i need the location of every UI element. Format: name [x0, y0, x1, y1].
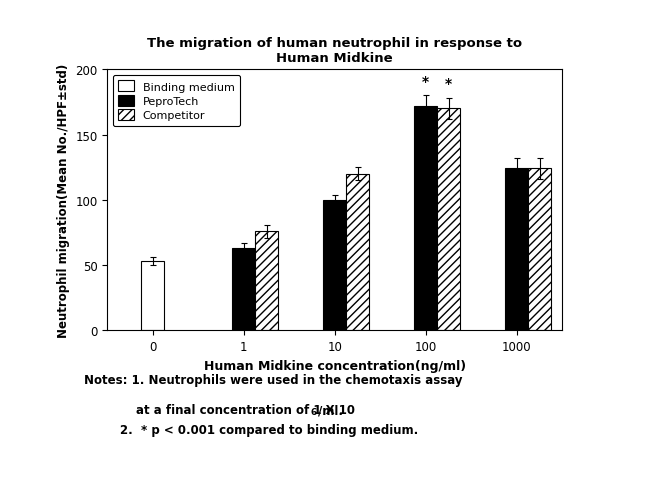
Text: *: * [422, 75, 429, 88]
Bar [528, 169, 551, 331]
X-axis label: Human Midkine concentration(ng/ml): Human Midkine concentration(ng/ml) [203, 359, 466, 372]
Bar [324, 200, 346, 331]
Title: The migration of human neutrophil in response to
Human Midkine: The migration of human neutrophil in res… [147, 37, 523, 65]
Y-axis label: Neutrophil migration(Mean No./HPF±std): Neutrophil migration(Mean No./HPF±std) [57, 64, 70, 337]
Bar [346, 174, 369, 331]
Bar [415, 107, 437, 331]
Bar [437, 109, 460, 331]
Text: *: * [445, 77, 452, 91]
Bar [233, 248, 255, 331]
Text: 6: 6 [311, 407, 317, 416]
Bar [255, 231, 278, 331]
Bar [506, 169, 528, 331]
Text: 2.  * p < 0.001 compared to binding medium.: 2. * p < 0.001 compared to binding mediu… [120, 423, 419, 436]
Text: at a final concentration of 1 X 10: at a final concentration of 1 X 10 [136, 403, 356, 416]
Text: Notes: 1. Neutrophils were used in the chemotaxis assay: Notes: 1. Neutrophils were used in the c… [84, 373, 463, 386]
Text: /ml.: /ml. [318, 403, 343, 416]
Bar [142, 262, 164, 331]
Legend: Binding medium, PeproTech, Competitor: Binding medium, PeproTech, Competitor [113, 76, 240, 127]
